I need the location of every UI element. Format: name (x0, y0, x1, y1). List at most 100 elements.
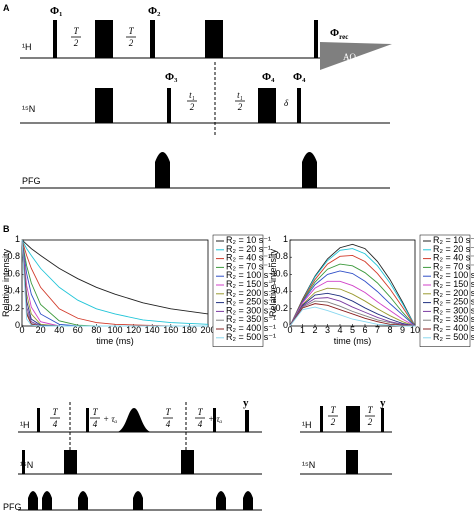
series-line (289, 306, 415, 327)
phase: y (243, 397, 249, 409)
pulse (167, 88, 171, 123)
fraction-numerator: T (92, 407, 98, 417)
phase: Φ₂ (148, 5, 161, 17)
series-line (21, 239, 208, 327)
channel-label: PFG (22, 176, 41, 186)
series-line (21, 239, 209, 325)
legend-label: R₂ = 40 s⁻¹ (433, 253, 474, 263)
series-line (289, 263, 416, 327)
x-tick-label: 7 (375, 325, 380, 335)
pulse (95, 20, 113, 58)
legend-box (419, 234, 471, 347)
legend-label: R₂ = 40 s⁻¹ (226, 253, 271, 263)
legend-label: R₂ = 100 s⁻¹ (433, 270, 474, 280)
delay-offset: + τₐ (208, 414, 223, 424)
phase: Φ₃ (165, 71, 178, 83)
pulse (22, 450, 25, 474)
legend-label: R₂ = 250 s⁻¹ (433, 297, 474, 307)
pulse (245, 410, 249, 432)
channel-label: ¹H (22, 42, 32, 52)
delay-fraction: T4 (50, 407, 60, 429)
legend-label: R₂ = 70 s⁻¹ (433, 261, 474, 271)
fraction-denominator: 2 (190, 102, 195, 112)
series-line (289, 303, 416, 327)
channel-label: ¹H (20, 420, 30, 430)
y-tick-label: 0.8 (275, 251, 288, 261)
legend-label: R₂ = 350 s⁻¹ (226, 314, 276, 324)
legend-label: R₂ = 200 s⁻¹ (226, 288, 276, 298)
fraction-denominator: 4 (198, 419, 203, 429)
delay-fraction: T 4 + τₐ (195, 407, 223, 429)
legend-label: R₂ = 10 s⁻¹ (433, 235, 474, 245)
y-tick-label: 0 (15, 320, 20, 330)
plot-area (289, 239, 416, 327)
fraction-denominator: 2 (238, 102, 243, 112)
legend-label: R₂ = 100 s⁻¹ (226, 270, 276, 280)
delay-fraction: T2 (126, 26, 136, 48)
delay-fraction: T4 (163, 407, 173, 429)
legend-label: R₂ = 350 s⁻¹ (433, 314, 474, 324)
series-line (289, 292, 416, 327)
legend-label: R₂ = 400 s⁻¹ (433, 323, 474, 333)
pulse (258, 88, 276, 123)
y-tick-label: 0.2 (275, 303, 288, 313)
legend-label: R₂ = 20 s⁻¹ (433, 244, 474, 254)
legend-label: R₂ = 200 s⁻¹ (433, 288, 474, 298)
channel-label: PFG (3, 502, 22, 512)
series-line (289, 248, 416, 327)
y-tick-label: 0.8 (7, 251, 20, 261)
fraction-denominator: 4 (53, 419, 58, 429)
fraction-numerator: T (367, 405, 373, 415)
y-tick-label: 0 (283, 320, 288, 330)
series-line (289, 280, 416, 327)
x-tick-label: 200 (200, 325, 215, 335)
fraction-denominator: 2 (74, 38, 79, 48)
pulse (53, 20, 57, 58)
x-tick-label: 2 (312, 325, 317, 335)
pulse (314, 20, 318, 58)
x-tick-label: 5 (350, 325, 355, 335)
fraction-numerator: T (165, 407, 171, 417)
x-tick-label: 0 (287, 325, 292, 335)
series-line (289, 300, 416, 327)
legend-box (212, 234, 264, 347)
pulse (320, 406, 323, 432)
phase: Φ₄ (293, 71, 306, 83)
gradient (302, 152, 317, 188)
x-tick-label: 160 (163, 325, 178, 335)
phase: Φ₄ (262, 71, 275, 83)
gradient (42, 491, 52, 510)
text-part: Φ (330, 27, 339, 39)
x-tick-label: 140 (145, 325, 160, 335)
y-tick-label: 0.4 (275, 286, 288, 296)
pulse (213, 408, 216, 432)
delay-fraction: t₁ 2 (235, 90, 245, 112)
phase: Φrec (330, 27, 348, 41)
acquisition (320, 42, 392, 70)
x-tick-label: 20 (36, 325, 46, 335)
gradient (78, 491, 88, 510)
channel-label: ¹⁵N (20, 460, 33, 470)
x-tick-label: 9 (400, 325, 405, 335)
x-tick-label: 120 (126, 325, 141, 335)
delay-fraction: T2 (71, 26, 81, 48)
x-tick-label: 180 (182, 325, 197, 335)
pulse (297, 88, 301, 123)
phase: Φ₁ (50, 5, 62, 17)
x-tick-label: 80 (91, 325, 101, 335)
fraction-numerator: T (52, 407, 58, 417)
legend-label: R₂ = 400 s⁻¹ (226, 323, 276, 333)
fraction-numerator: T (128, 26, 134, 36)
acquisition-label: AQ (343, 52, 356, 62)
x-axis-label: time (ms) (334, 336, 372, 346)
delay-fraction: t₁ 2 (187, 90, 197, 112)
fraction-denominator: 2 (331, 417, 336, 427)
fraction-denominator: 2 (129, 38, 134, 48)
fraction-numerator: t₁ (189, 90, 195, 100)
gradient (133, 491, 143, 510)
series-line (289, 297, 416, 327)
fraction-denominator: 4 (166, 419, 171, 429)
pulse (64, 450, 77, 474)
text-part: rec (339, 33, 348, 41)
